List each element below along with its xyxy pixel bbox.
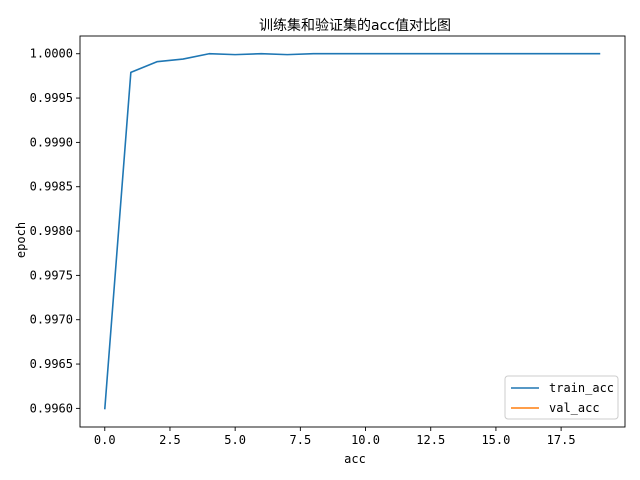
- y-tick-label: 0.9965: [30, 357, 73, 371]
- y-tick-label: 1.0000: [30, 47, 73, 61]
- y-tick-label: 0.9995: [30, 91, 73, 105]
- x-tick-label: 17.5: [547, 433, 576, 447]
- x-tick-label: 12.5: [416, 433, 445, 447]
- y-tick-label: 0.9960: [30, 401, 73, 415]
- x-tick-label: 5.0: [224, 433, 246, 447]
- y-tick-label: 0.9980: [30, 224, 73, 238]
- legend-label-val_acc: val_acc: [549, 401, 600, 415]
- y-tick-label: 0.9985: [30, 180, 73, 194]
- x-tick-label: 7.5: [290, 433, 312, 447]
- series-line-train_acc: [103, 52, 601, 410]
- y-tick-label: 0.9970: [30, 313, 73, 327]
- x-tick-label: 15.0: [481, 433, 510, 447]
- x-tick-label: 0.0: [94, 433, 116, 447]
- x-tick-label: 10.0: [351, 433, 380, 447]
- y-tick-label: 0.9990: [30, 135, 73, 149]
- y-tick-label: 0.9975: [30, 268, 73, 282]
- x-axis-label: acc: [344, 452, 366, 466]
- legend-label-train_acc: train_acc: [549, 381, 614, 395]
- y-axis-label: epoch: [14, 222, 28, 258]
- plot-area: 0.0 2.5 5.0 7.5 10.0 12.5 15.0 17.5 0.9960 0.9965…: [30, 35, 626, 447]
- legend: train_acc val_acc: [504, 375, 619, 420]
- chart-title: 训练集和验证集的acc值对比图: [259, 17, 451, 34]
- x-tick-label: 2.5: [159, 433, 181, 447]
